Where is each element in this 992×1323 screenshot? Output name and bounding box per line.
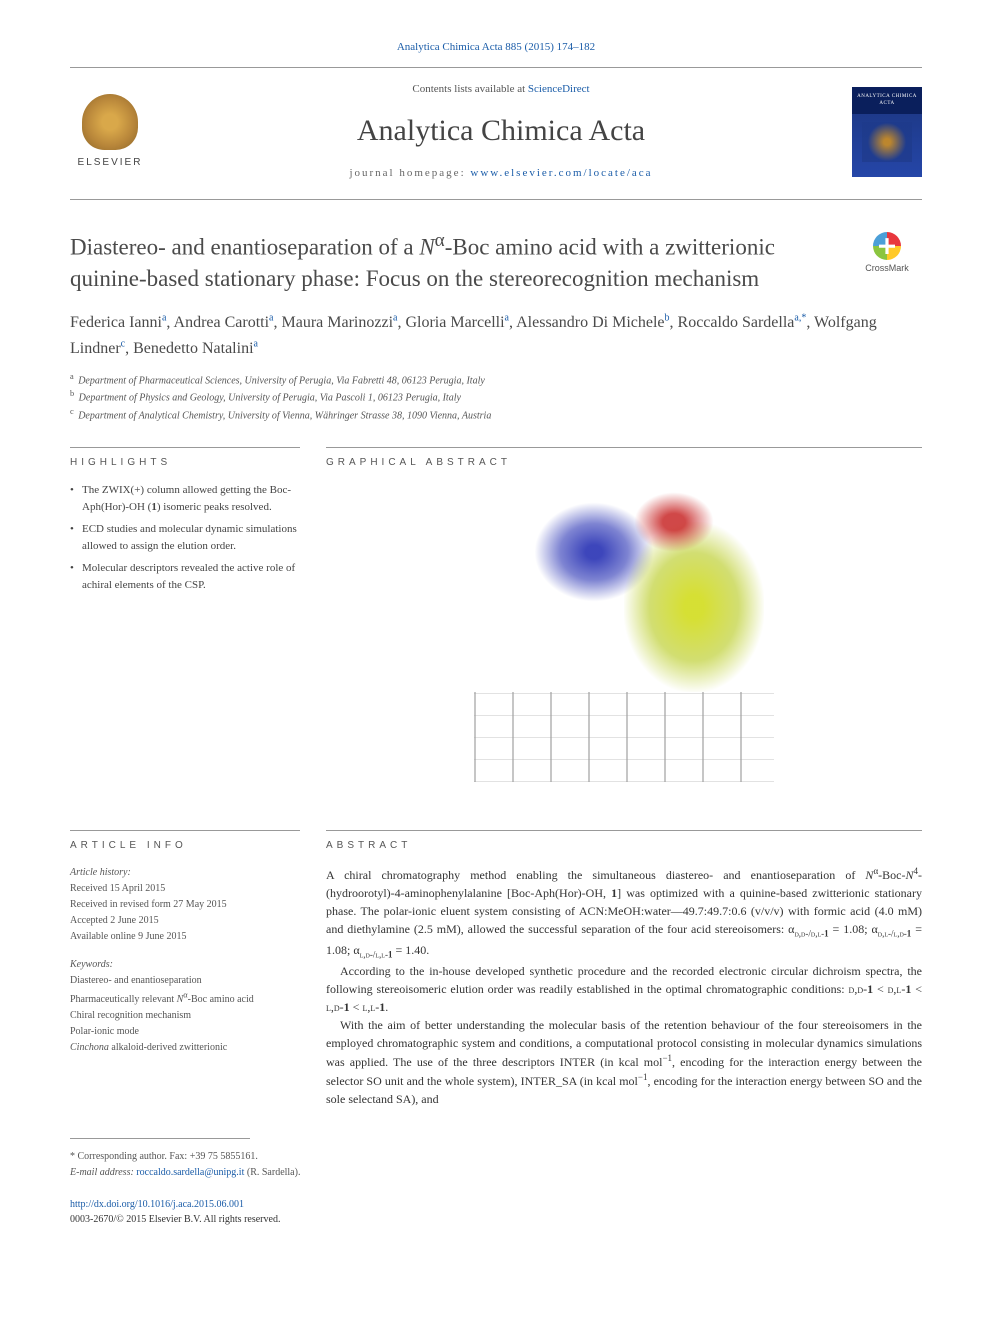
email-label: E-mail address: (70, 1167, 136, 1178)
highlight-item: The ZWIX(+) column allowed getting the B… (70, 482, 300, 515)
abstract-paragraph: According to the in-house developed synt… (326, 962, 922, 1016)
cover-title-band: ANALYTICA CHIMICA ACTA (852, 93, 922, 107)
article-history-head: Article history: (70, 867, 131, 878)
revised-date: Received in revised form 27 May 2015 (70, 899, 227, 910)
elsevier-wordmark: ELSEVIER (78, 156, 143, 170)
journal-homepage-link[interactable]: www.elsevier.com/locate/aca (470, 167, 652, 179)
corresponding-author-note: * Corresponding author. Fax: +39 75 5855… (70, 1149, 922, 1181)
accepted-date: Accepted 2 June 2015 (70, 915, 159, 926)
crossmark-icon (873, 232, 901, 260)
abstract-paragraph: A chiral chromatography method enabling … (326, 865, 922, 962)
keywords-list: Diastereo- and enantioseparationPharmace… (70, 975, 254, 1053)
crossmark-badge[interactable]: CrossMark (852, 228, 922, 275)
highlight-item: Molecular descriptors revealed the activ… (70, 560, 300, 593)
abstract-heading: ABSTRACT (326, 830, 922, 853)
highlight-item: ECD studies and molecular dynamic simula… (70, 521, 300, 554)
keywords-head: Keywords: (70, 957, 300, 973)
article-title: Diastereo- and enantioseparation of a Nα… (70, 228, 832, 294)
corr-email-link[interactable]: roccaldo.sardella@unipg.it (136, 1167, 244, 1178)
crossmark-label: CrossMark (865, 262, 909, 275)
elsevier-tree-icon (82, 94, 138, 150)
article-info-heading: ARTICLE INFO (70, 830, 300, 853)
journal-homepage-line: journal homepage: www.elsevier.com/locat… (150, 166, 852, 181)
copyright-line: 0003-2670/© 2015 Elsevier B.V. All right… (70, 1214, 280, 1225)
contents-available-line: Contents lists available at ScienceDirec… (150, 82, 852, 97)
contents-prefix: Contents lists available at (412, 83, 527, 95)
elsevier-logo: ELSEVIER (70, 87, 150, 177)
doi-link[interactable]: http://dx.doi.org/10.1016/j.aca.2015.06.… (70, 1199, 244, 1210)
graphical-abstract-figure (454, 482, 794, 802)
highlights-heading: HIGHLIGHTS (70, 447, 300, 470)
affiliations: a Department of Pharmaceutical Sciences,… (70, 371, 922, 423)
graphical-abstract-heading: GRAPHICAL ABSTRACT (326, 447, 922, 470)
affiliation-line: c Department of Analytical Chemistry, Un… (70, 406, 922, 423)
journal-header: ELSEVIER Contents lists available at Sci… (70, 67, 922, 200)
highlights-list: The ZWIX(+) column allowed getting the B… (70, 482, 300, 593)
received-date: Received 15 April 2015 (70, 883, 165, 894)
email-suffix: (R. Sardella). (244, 1167, 300, 1178)
affiliation-line: a Department of Pharmaceutical Sciences,… (70, 371, 922, 388)
abstract-paragraph: With the aim of better understanding the… (326, 1016, 922, 1108)
homepage-prefix: journal homepage: (349, 167, 470, 179)
corr-label: * Corresponding author. Fax: +39 75 5855… (70, 1151, 258, 1162)
abstract-body: A chiral chromatography method enabling … (326, 865, 922, 1108)
article-info-block: Article history: Received 15 April 2015 … (70, 865, 300, 1056)
lattice-floor-icon (474, 692, 774, 782)
journal-name: Analytica Chimica Acta (150, 110, 852, 152)
online-date: Available online 9 June 2015 (70, 931, 186, 942)
doi-copyright-block: http://dx.doi.org/10.1016/j.aca.2015.06.… (70, 1197, 922, 1227)
oxygen-group-icon (634, 492, 714, 552)
journal-reference-top: Analytica Chimica Acta 885 (2015) 174–18… (70, 40, 922, 55)
affiliation-line: b Department of Physics and Geology, Uni… (70, 388, 922, 405)
author-list: Federica Iannia, Andrea Carottia, Maura … (70, 310, 922, 361)
journal-cover-thumbnail: ANALYTICA CHIMICA ACTA (852, 87, 922, 177)
sciencedirect-link[interactable]: ScienceDirect (528, 83, 590, 95)
footnote-separator (70, 1138, 250, 1139)
